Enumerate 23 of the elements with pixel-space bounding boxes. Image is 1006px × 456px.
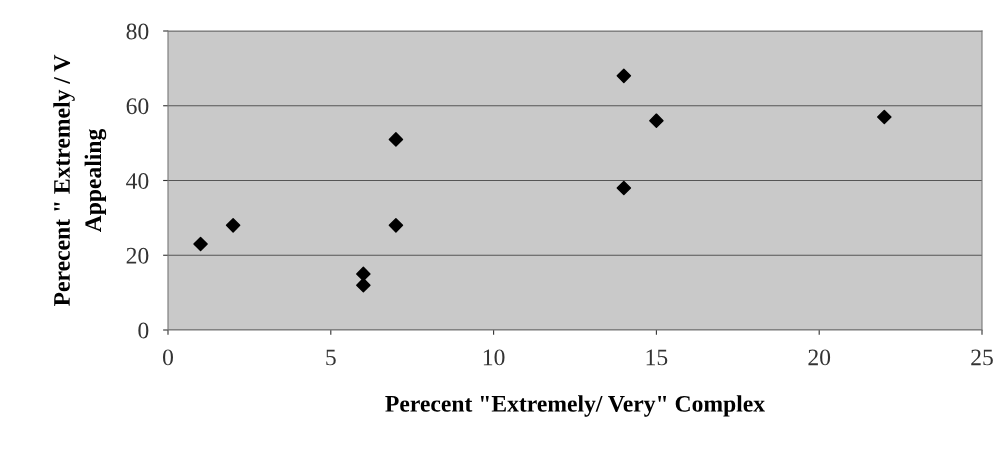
y-tick-label: 60 <box>126 98 149 115</box>
x-tick-label: 15 <box>646 349 668 366</box>
point <box>616 68 632 84</box>
point <box>649 113 664 128</box>
point <box>356 266 371 282</box>
y-tick-label: 20 <box>126 247 149 264</box>
y-tick-label: 80 <box>126 23 149 40</box>
y-tick-label: 0 <box>138 322 149 339</box>
x-tick-label: 5 <box>326 349 336 366</box>
point <box>388 132 404 147</box>
y-axis-title: Perecent " Extremely / V Appealing <box>53 54 107 306</box>
x-tick-label: 20 <box>808 349 831 366</box>
point <box>193 236 208 252</box>
point <box>356 277 371 293</box>
x-tick-label: 0 <box>163 349 173 366</box>
point <box>616 180 632 196</box>
point <box>877 109 892 125</box>
x-tick-label: 25 <box>971 349 993 366</box>
x-axis-title: Perecent "Extremely/ Very" Complex <box>385 395 765 417</box>
point <box>388 218 404 233</box>
x-tick-label: 10 <box>483 349 505 366</box>
y-tick-label: 40 <box>126 172 149 189</box>
point <box>225 218 241 233</box>
